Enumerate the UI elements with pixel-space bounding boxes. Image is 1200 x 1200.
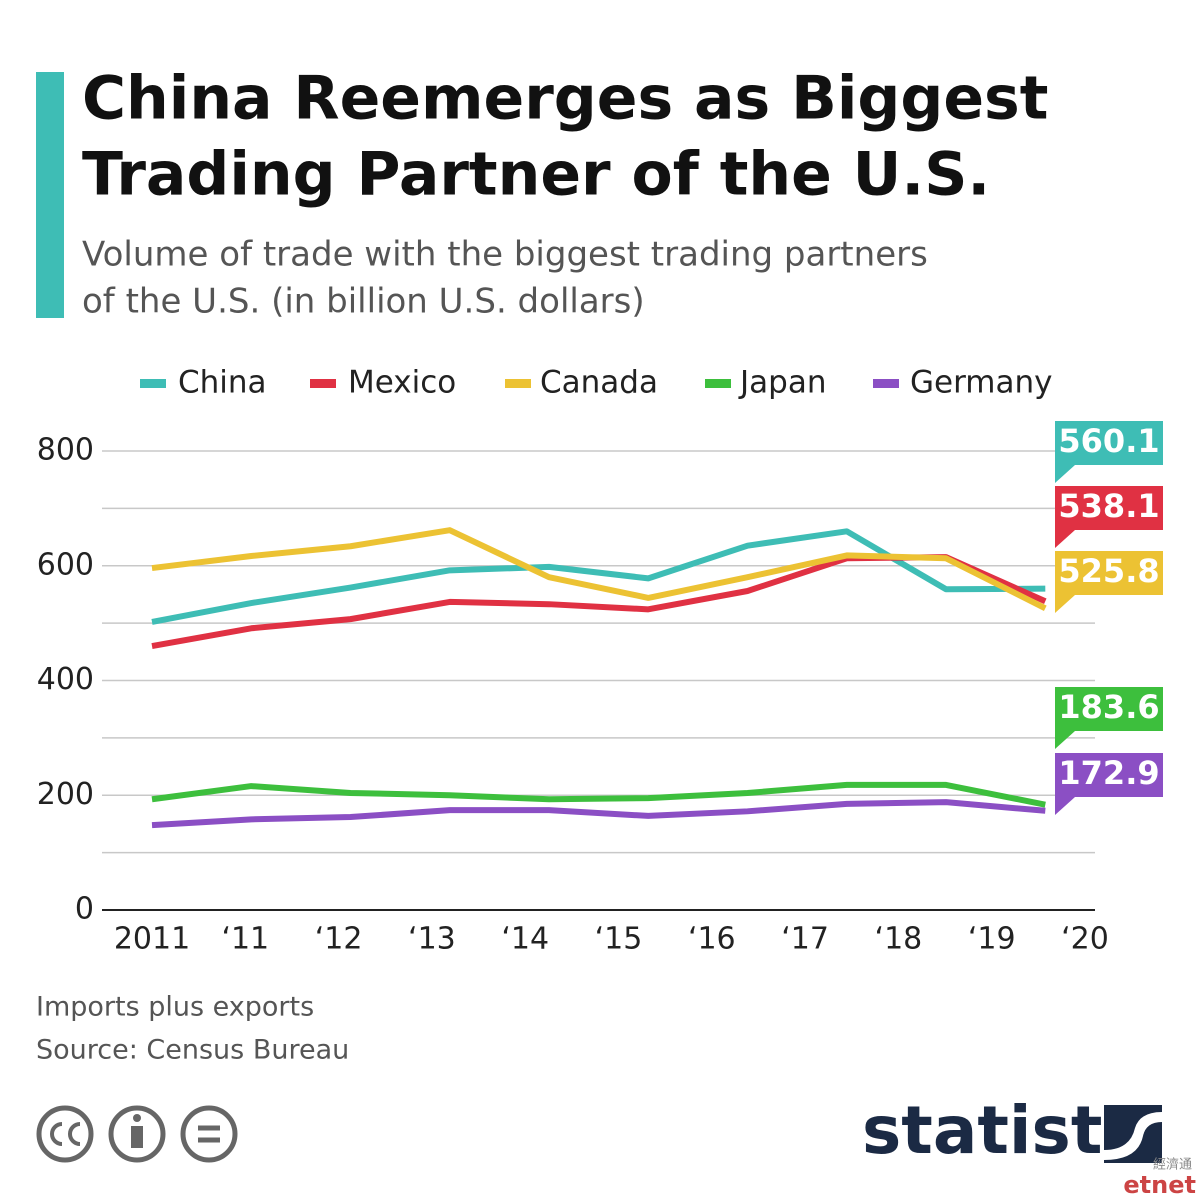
legend-label: Mexico <box>348 365 456 401</box>
line <box>151 799 1046 829</box>
subtitle: of the U.S. (in billion U.S. dollars) <box>82 282 645 322</box>
y-tick-label: 400 <box>37 662 94 697</box>
value-label: 525.8 <box>1058 552 1159 590</box>
legend-swatch <box>140 379 166 388</box>
line <box>151 527 1047 612</box>
y-tick-label: 200 <box>37 777 94 812</box>
subtitle: Volume of trade with the biggest trading… <box>82 235 928 275</box>
legend-label: Canada <box>540 365 658 401</box>
x-tick-label: ‘11 <box>221 922 269 957</box>
value-label-box <box>1055 421 1163 483</box>
chart-title: China Reemerges as Biggest <box>82 64 1048 134</box>
x-tick-label: ‘16 <box>688 922 736 957</box>
x-tick-label: ‘12 <box>315 922 363 957</box>
legend-label: China <box>178 365 267 401</box>
note: Imports plus exports <box>36 992 314 1023</box>
x-tick-label: ‘17 <box>781 922 829 957</box>
title-bar <box>36 72 64 318</box>
value-label-box <box>1055 486 1163 548</box>
x-tick-label: ‘18 <box>875 922 923 957</box>
x-tick-label: ‘13 <box>408 922 456 957</box>
watermark: etnet <box>1123 1171 1196 1199</box>
value-label: 183.6 <box>1058 688 1159 726</box>
value-label: 538.1 <box>1058 487 1159 525</box>
x-tick-label: ‘14 <box>501 922 549 957</box>
y-tick-label: 800 <box>37 433 94 468</box>
legend-swatch <box>873 379 899 388</box>
note: Source: Census Bureau <box>36 1035 349 1066</box>
x-tick-label: ‘20 <box>1061 922 1109 957</box>
chart-title: Trading Partner of the U.S. <box>82 140 990 210</box>
legend-label: Japan <box>738 365 826 401</box>
legend-swatch <box>505 379 531 388</box>
x-tick-label: ‘15 <box>595 922 643 957</box>
brand-logo <box>1104 1105 1162 1163</box>
y-tick-label: 600 <box>37 547 94 582</box>
value-label-box <box>1055 687 1163 749</box>
x-tick-label: ‘19 <box>968 922 1016 957</box>
license-icons <box>36 1105 238 1163</box>
brand: statista <box>862 1092 1147 1169</box>
line <box>151 781 1046 808</box>
y-tick-label: 0 <box>75 892 94 927</box>
value-label-box <box>1055 753 1163 815</box>
value-label-box <box>1055 551 1163 613</box>
watermark: 經濟通 <box>1153 1157 1192 1173</box>
x-tick-label: 2011 <box>114 922 190 957</box>
value-label: 560.1 <box>1058 422 1159 460</box>
legend-label: Germany <box>910 365 1052 401</box>
value-label: 172.9 <box>1058 754 1159 792</box>
legend-swatch <box>705 379 731 388</box>
legend-swatch <box>310 379 336 388</box>
